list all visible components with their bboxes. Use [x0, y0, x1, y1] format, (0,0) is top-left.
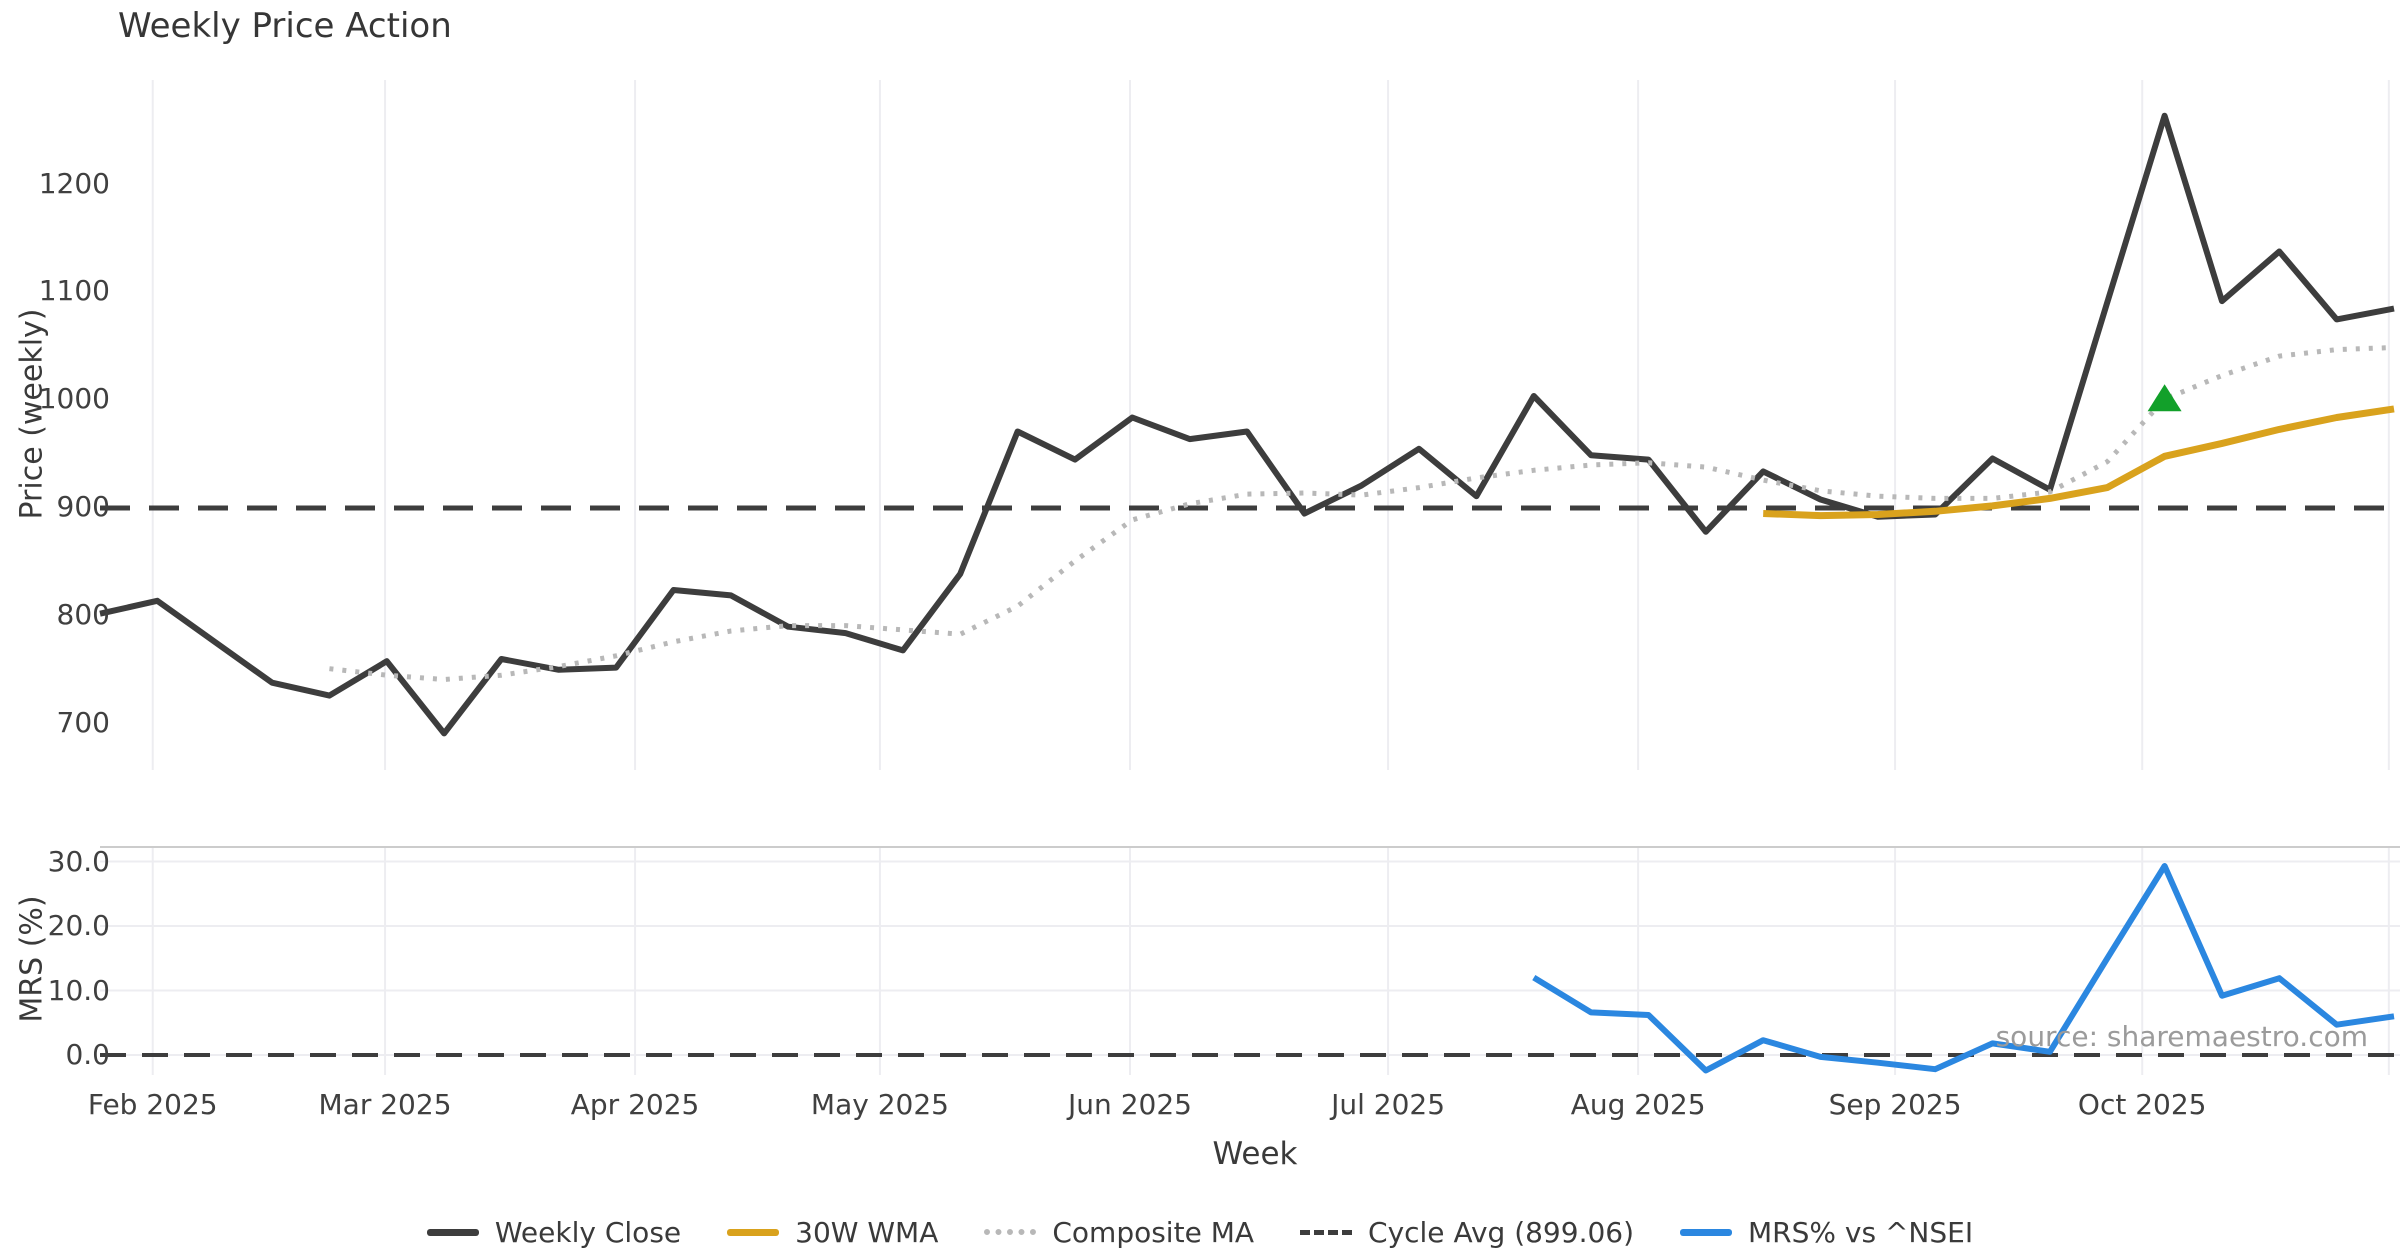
legend-swatch-dotted-icon [984, 1229, 1037, 1235]
legend-item: Composite MA [984, 1216, 1254, 1249]
legend-swatch-dashed-icon [1300, 1229, 1353, 1235]
legend-item: Cycle Avg (899.06) [1300, 1216, 1634, 1249]
price-tick-label: 900 [56, 490, 110, 523]
buy-signal-triangle-icon [2147, 384, 2182, 412]
source-watermark: source: sharemaestro.com [1995, 1020, 2368, 1053]
chart-title: Weekly Price Action [118, 6, 452, 46]
x-tick-label: Apr 2025 [570, 1088, 700, 1121]
series-30w-wma-line [1763, 405, 2395, 520]
x-tick-label: Aug 2025 [1570, 1088, 1706, 1121]
mrs-tick-label: 30.0 [47, 844, 110, 878]
series-composite-ma-line [329, 345, 2395, 682]
legend-label: Cycle Avg (899.06) [1368, 1215, 1635, 1249]
legend: Weekly Close 30W WMA Composite MA Cycle Avg… [0, 1208, 2400, 1256]
x-tick-label: Jun 2025 [1068, 1088, 1192, 1121]
series-weekly-close-line [99, 112, 2395, 737]
mrs-tick-label: 20.0 [47, 909, 110, 942]
series-mrs-vs-nsei-line [1532, 863, 2395, 1074]
price-tick-label: 800 [56, 597, 110, 631]
legend-item: 30W WMA [727, 1216, 938, 1249]
legend-swatch-solid-icon [727, 1228, 780, 1236]
price-tick-label: 1000 [38, 382, 110, 416]
x-tick-label: May 2025 [810, 1088, 949, 1121]
legend-label: MRS% vs ^NSEI [1748, 1215, 1974, 1249]
legend-item: MRS% vs ^NSEI [1680, 1216, 1973, 1249]
mrs-tick-label: 0.0 [65, 1038, 110, 1071]
legend-label: Weekly Close [494, 1215, 682, 1249]
legend-label: Composite MA [1052, 1215, 1255, 1249]
mrs-tick-label: 10.0 [47, 973, 110, 1007]
x-axis-title: Week [1212, 1136, 1298, 1172]
legend-item: Weekly Close [426, 1215, 682, 1249]
x-tick-label: Mar 2025 [318, 1088, 452, 1121]
x-tick-label: Jul 2025 [1331, 1088, 1446, 1121]
legend-label: 30W WMA [795, 1215, 939, 1249]
price-tick-label: 1200 [38, 166, 110, 200]
x-tick-label: Oct 2025 [2077, 1088, 2207, 1121]
legend-swatch-solid-icon [426, 1228, 479, 1236]
price-tick-label: 700 [56, 705, 110, 739]
x-tick-label: Sep 2025 [1828, 1088, 1962, 1121]
legend-swatch-solid-icon [1680, 1228, 1733, 1236]
price-tick-label: 1100 [38, 274, 110, 308]
x-tick-label: Feb 2025 [87, 1088, 218, 1121]
